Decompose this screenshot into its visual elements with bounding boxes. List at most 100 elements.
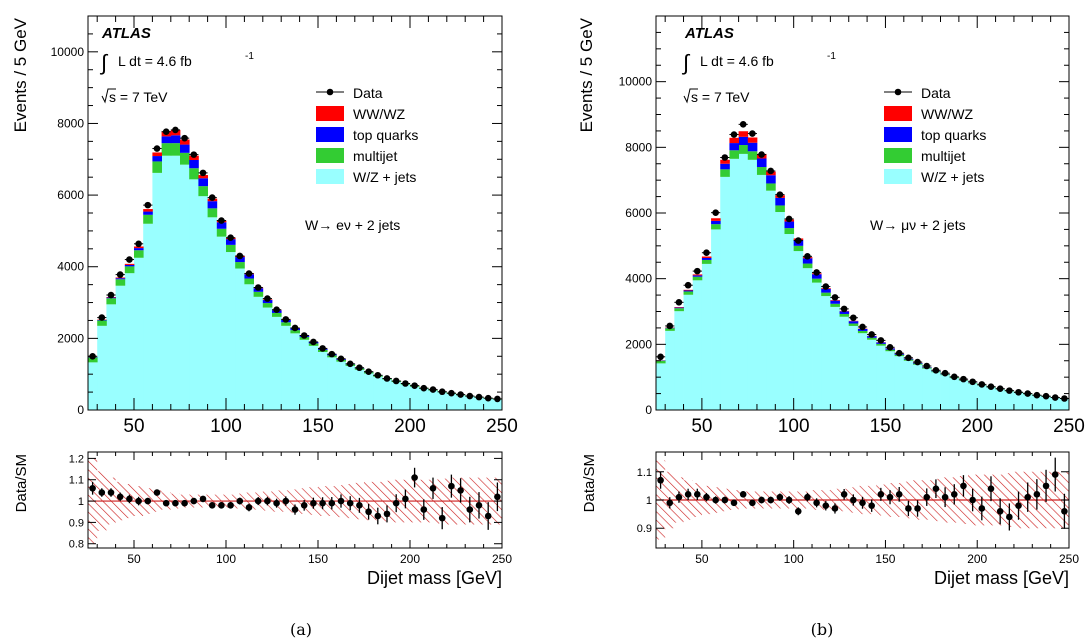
bar-w-z-jets xyxy=(400,384,411,410)
legend-entry: Data xyxy=(353,85,383,101)
ratio-point xyxy=(684,491,692,498)
ratio-point xyxy=(914,505,921,512)
ratio-x-tick-label: 200 xyxy=(400,552,420,566)
x-tick-label: 250 xyxy=(1053,416,1085,437)
ratio-y-tick-label: 0.9 xyxy=(637,523,652,535)
bar-w-z-jets xyxy=(97,325,107,410)
bar-w-z-jets xyxy=(968,383,978,410)
bar-w-z-jets xyxy=(848,325,859,410)
ratio-point xyxy=(208,502,216,509)
ratio-point xyxy=(254,497,262,505)
legend-entry: top quarks xyxy=(353,127,418,143)
x-tick-label: 50 xyxy=(691,416,712,437)
ratio-point xyxy=(730,499,738,507)
ratio-point xyxy=(721,496,729,504)
data-point xyxy=(402,380,409,387)
data-point xyxy=(859,323,866,331)
stack-histogram xyxy=(656,131,1070,410)
ratio-y-tick-label: 0.9 xyxy=(69,517,84,529)
bar-w-z-jets xyxy=(665,330,675,410)
legend: Data WW/WZ top quarks multijet W/Z + jets xyxy=(884,85,986,185)
data-point xyxy=(914,358,921,366)
bar-w-z-jets xyxy=(1041,396,1052,410)
ratio-point xyxy=(126,495,133,503)
energy-label: s = 7 TeV xyxy=(691,89,750,105)
data-point xyxy=(813,269,820,276)
bar-w-z-jets xyxy=(465,396,475,410)
ratio-point xyxy=(337,497,345,505)
data-point xyxy=(886,343,894,351)
data-point xyxy=(923,362,931,370)
bar-multijet xyxy=(216,228,227,237)
legend-entry: W/Z + jets xyxy=(921,169,984,185)
ratio-point xyxy=(494,493,501,501)
bar-top-quarks xyxy=(189,159,199,169)
data-point xyxy=(420,384,428,392)
ratio-y-tick-label: 1 xyxy=(78,496,84,508)
bar-top-quarks xyxy=(775,197,785,206)
bar-top-quarks xyxy=(701,257,712,260)
data-point xyxy=(254,284,262,291)
ratio-point xyxy=(749,499,756,507)
bar-multijet xyxy=(207,208,218,218)
ratio-point xyxy=(328,499,336,507)
bar-w-z-jets xyxy=(784,234,795,410)
ratio-point xyxy=(703,493,710,501)
bar-w-z-jets xyxy=(949,378,960,410)
data-point xyxy=(730,131,738,138)
ratio-point xyxy=(310,499,317,507)
bar-multijet xyxy=(656,360,666,364)
data-point xyxy=(328,350,336,358)
ratio-point xyxy=(905,505,912,512)
data-point xyxy=(868,331,875,338)
bar-ww-wz xyxy=(198,175,208,179)
ratio-point xyxy=(218,502,225,509)
bar-multijet xyxy=(235,262,245,269)
bar-w-z-jets xyxy=(986,387,996,410)
data-point xyxy=(218,217,225,224)
data-point xyxy=(282,316,290,323)
ratio-x-tick-label: 150 xyxy=(875,552,895,566)
bar-multijet xyxy=(839,313,850,317)
y-tick-label: 0 xyxy=(77,403,84,417)
y-tick-label: 0 xyxy=(645,403,652,417)
bar-top-quarks xyxy=(170,135,181,144)
bar-w-z-jets xyxy=(189,179,199,410)
bar-w-z-jets xyxy=(867,339,877,410)
data-points xyxy=(88,126,502,403)
bar-w-z-jets xyxy=(711,229,721,410)
bar-multijet xyxy=(867,337,877,340)
bar-w-z-jets xyxy=(1004,391,1015,410)
ratio-point xyxy=(987,485,995,493)
ratio-point xyxy=(227,502,234,509)
bar-multijet xyxy=(747,151,758,160)
data-point xyxy=(978,381,986,388)
bar-top-quarks xyxy=(692,275,703,277)
data-point xyxy=(227,234,234,242)
bar-multijet xyxy=(876,343,886,346)
energy-label: s = 7 TeV xyxy=(109,89,168,105)
ratio-point xyxy=(448,482,455,490)
legend-entry: WW/WZ xyxy=(353,106,406,122)
ratio-point xyxy=(356,502,363,509)
bar-w-z-jets xyxy=(437,392,448,410)
ratio-point xyxy=(116,493,124,501)
data-point xyxy=(905,354,912,362)
luminosity-label: L dt = 4.6 fb xyxy=(700,53,774,69)
bar-w-z-jets xyxy=(428,390,438,410)
bar-w-z-jets xyxy=(876,345,886,410)
data-point xyxy=(1042,392,1050,400)
bar-w-z-jets xyxy=(885,351,896,410)
data-point xyxy=(694,267,701,275)
ratio-point xyxy=(969,496,976,504)
ratio-point xyxy=(98,489,106,496)
legend-entry: WW/WZ xyxy=(921,106,974,122)
ratio-y-tick-label: 1.2 xyxy=(69,453,84,465)
legend-swatch xyxy=(316,127,344,142)
bar-w-z-jets xyxy=(483,398,494,410)
bar-w-z-jets xyxy=(391,382,402,410)
data-point xyxy=(383,375,391,382)
channel-label: W→ μν + 2 jets xyxy=(870,217,966,233)
data-point xyxy=(365,368,372,375)
